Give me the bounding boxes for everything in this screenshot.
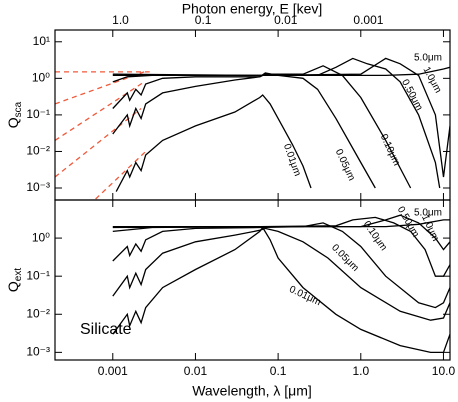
y-tick-label: 10⁻³ — [26, 345, 50, 359]
dashed-line — [55, 71, 145, 105]
x2-tick-label: 0.001 — [353, 13, 383, 27]
series-line — [112, 226, 450, 354]
series-line — [115, 94, 312, 192]
y-tick-label: 10¹ — [33, 34, 50, 48]
x2-tick-label: 0.01 — [274, 13, 298, 27]
series-label: 0.05μm — [329, 242, 361, 274]
x2-tick-label: 1.0 — [112, 13, 129, 27]
y-axis-label-sub: ext — [13, 268, 24, 282]
series-line — [112, 65, 412, 189]
series-line — [112, 222, 450, 309]
y-tick-label: 10⁰ — [32, 230, 50, 244]
y-axis-label: Qext — [5, 268, 24, 292]
y-tick-label: 10⁰ — [32, 71, 50, 85]
series-label: 0.50μm — [399, 78, 424, 113]
plot-frame — [54, 29, 451, 201]
dashed-line — [55, 81, 145, 141]
y-tick-label: 10⁻¹ — [26, 107, 50, 121]
dashed-line — [55, 107, 142, 178]
x-tick-label: 0.001 — [98, 364, 128, 378]
series-label: 5.0μm — [414, 208, 442, 219]
plot-frame — [54, 199, 451, 361]
series-line — [112, 227, 450, 321]
series-label: 0.10μm — [361, 219, 389, 253]
y-axis-label-main: Q — [5, 117, 21, 128]
x-axis-label: Wavelength, λ [μm] — [192, 383, 312, 399]
x-tick-label: 0.01 — [184, 364, 208, 378]
series-label: 0.05μm — [333, 148, 357, 183]
x-tick-label: 1.0 — [352, 364, 369, 378]
series-label: 5.0μm — [414, 53, 442, 64]
annotation: Silicate — [80, 321, 132, 338]
y-axis-label: Qsca — [5, 101, 24, 128]
y-tick-label: 10⁻² — [26, 144, 50, 158]
y-axis-label-sub: sca — [13, 101, 24, 117]
x-tick-label: 10.0 — [432, 364, 456, 378]
series-label: 0.10μm — [378, 133, 402, 168]
y-tick-label: 10⁻³ — [26, 180, 50, 194]
y-tick-label: 10⁻² — [26, 306, 50, 320]
series-line — [112, 66, 450, 77]
panel: 10⁻³ 10⁻² 10⁻¹ 10⁰ 0.001 0.01 0.1 1.0 10.0 Qext 0.… — [5, 199, 456, 378]
series-line — [112, 72, 376, 189]
panel: 10⁻³ 10⁻² 10⁻¹ 10⁰ 10¹ 1.0 0.1 0.01 0.001 Qsca 0.0… — [5, 13, 451, 201]
x2-axis-label: Photon energy, E [kev] — [182, 1, 323, 17]
dashed-line — [95, 151, 147, 200]
series-line — [112, 219, 450, 228]
y-tick-label: 10⁻¹ — [26, 268, 50, 282]
series-label: 0.01μm — [287, 284, 322, 308]
y-axis-label-main: Q — [5, 281, 21, 292]
x2-tick-label: 0.1 — [195, 13, 212, 27]
series-line — [112, 57, 441, 189]
x-tick-label: 0.1 — [270, 364, 287, 378]
